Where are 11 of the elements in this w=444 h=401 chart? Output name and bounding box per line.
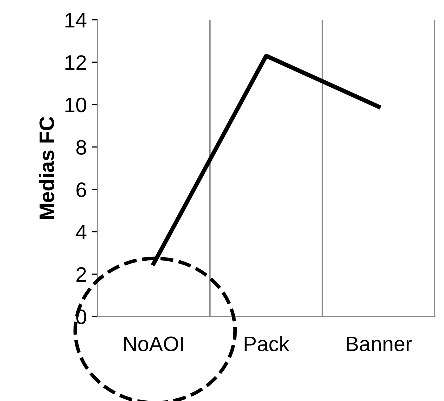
- y-tick-label: 8: [76, 140, 86, 155]
- x-tick-label: NoAOI: [124, 336, 184, 352]
- y-tick-label: 6: [76, 182, 86, 198]
- y-tick-label: 12: [66, 55, 86, 70]
- y-tick-label: 4: [76, 225, 87, 240]
- y-tick-label: 10: [66, 98, 86, 113]
- y-tick-label: 14: [66, 13, 87, 28]
- x-tick-label: Banner: [347, 337, 412, 352]
- y-axis-title: Medias FC: [39, 116, 54, 220]
- x-tick-label: Pack: [244, 336, 290, 352]
- y-tick-label: 2: [76, 267, 86, 282]
